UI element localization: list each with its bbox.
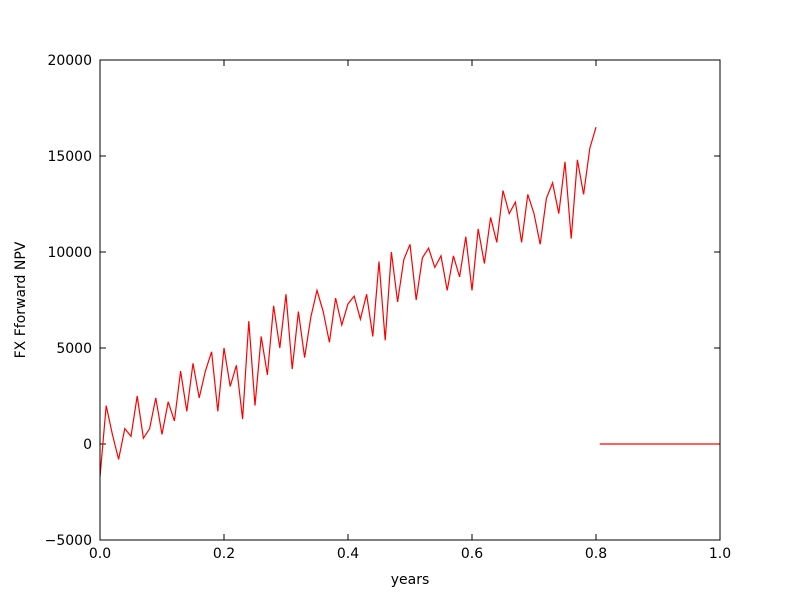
plot-frame [99, 59, 721, 541]
y-tick-label: 15000 [47, 149, 92, 165]
y-axis-label: FX Fforward NPV [13, 241, 29, 358]
x-tick-label: 0.6 [461, 546, 483, 562]
x-tick-label: 0.8 [585, 546, 607, 562]
x-axis-label: years [391, 572, 430, 588]
y-tick-label: 10000 [47, 245, 92, 261]
x-tick-label: 0.4 [337, 546, 359, 562]
data-line [99, 127, 720, 477]
x-tick-label: 1.0 [709, 546, 731, 562]
y-tick-label: 5000 [56, 341, 92, 357]
y-tick-label: −5000 [45, 533, 92, 549]
y-tick-label: 0 [83, 437, 92, 453]
y-tick-label: 20000 [47, 53, 92, 69]
x-tick-label: 0.0 [89, 546, 111, 562]
x-tick-label: 0.2 [213, 546, 235, 562]
